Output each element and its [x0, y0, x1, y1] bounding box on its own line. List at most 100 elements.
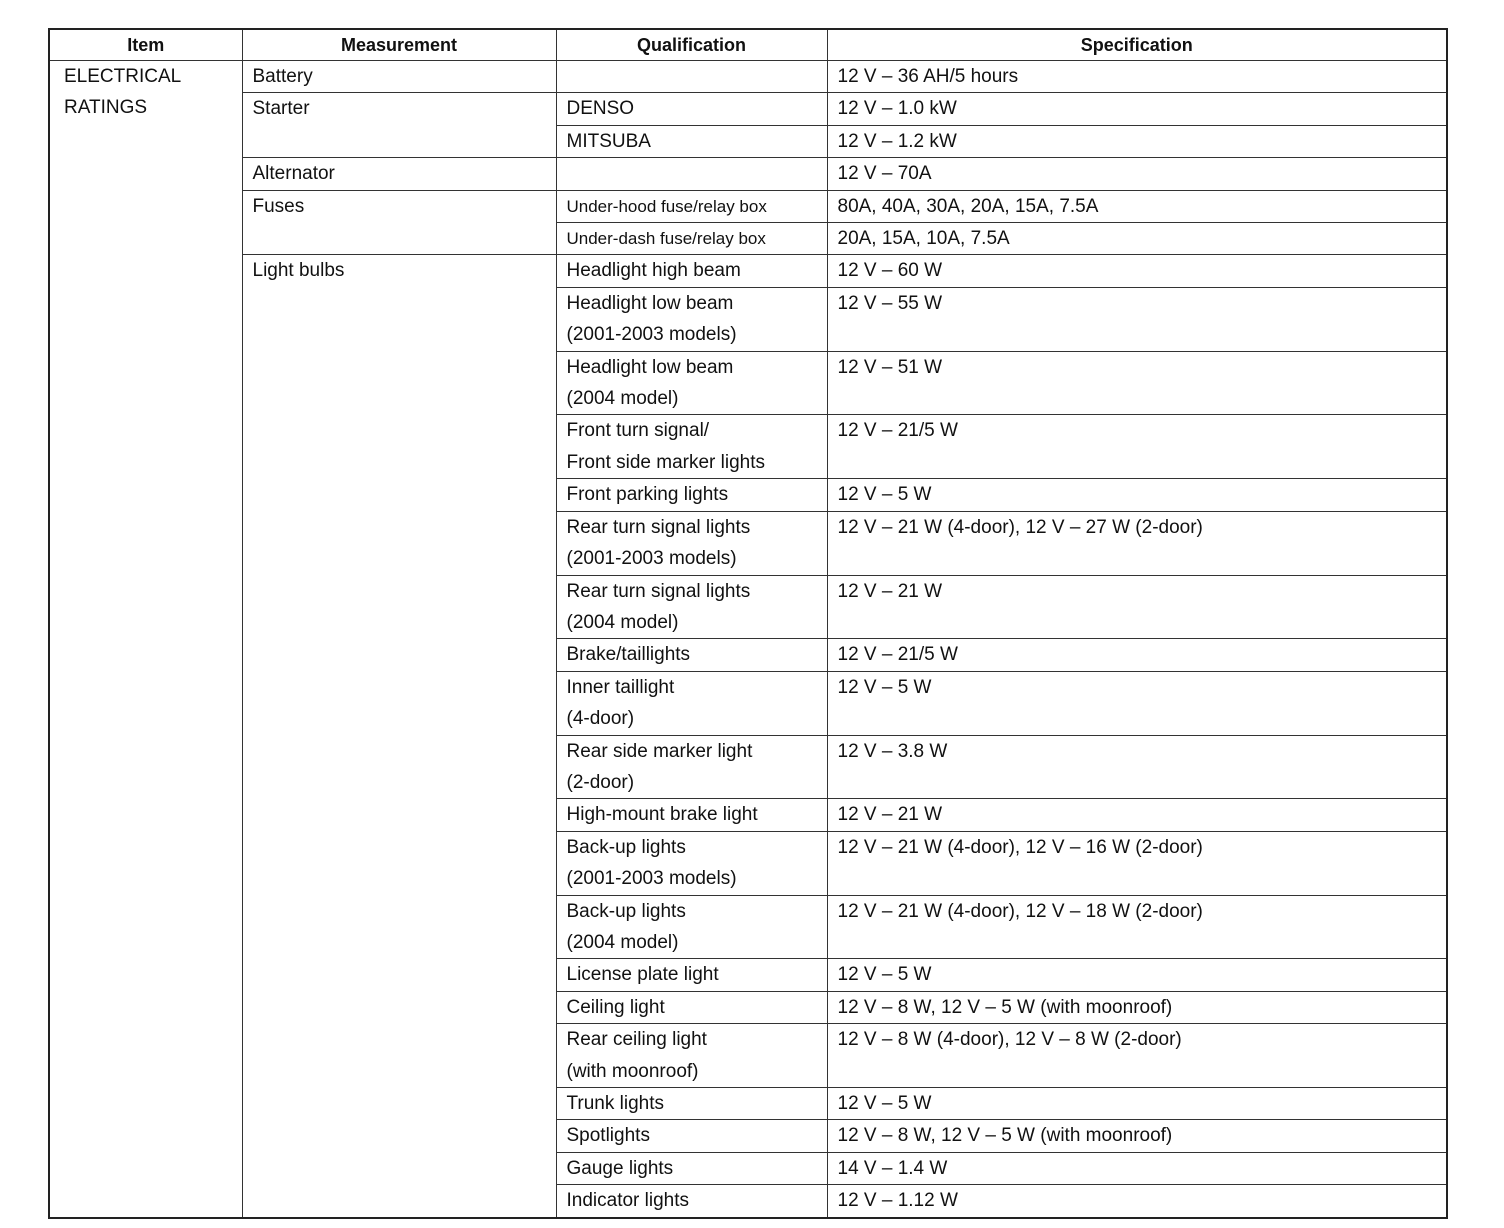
table-row: Under-dash fuse/relay box 20A, 15A, 10A, … — [49, 222, 1448, 256]
qualification-line: Rear ceiling light — [566, 1029, 707, 1051]
qualification-cell: Rear turn signal lights (2001-2003 models… — [555, 510, 828, 576]
specification-cell: 12 V – 21/5 W — [826, 638, 1448, 672]
table-row: Fuses Under-hood fuse/relay box 80A, 40A, … — [49, 189, 1448, 256]
qualification-cell — [555, 157, 828, 191]
qualification-line: Ceiling light — [566, 996, 665, 1018]
qualification-cell: Indicator lights — [555, 1184, 828, 1219]
specification-cell: 12 V – 8 W (4-door), 12 V – 8 W (2-door) — [826, 1023, 1448, 1088]
qualification-line: (4-door) — [566, 708, 635, 730]
qualification-cell: Spotlights — [555, 1119, 828, 1153]
qualification-line: Trunk lights — [566, 1093, 665, 1114]
specification-cell: 12 V – 21 W — [826, 798, 1448, 832]
qualification-line: Brake/taillights — [566, 644, 691, 666]
qualification-line — [567, 159, 817, 189]
qualification-line: Rear turn signal lights — [566, 580, 751, 602]
qualification-line: Under-hood fuse/relay box — [566, 196, 767, 216]
table-row: Spotlights 12 V – 8 W, 12 V – 5 W (with m… — [49, 1119, 1448, 1153]
specification-cell: 12 V – 21/5 W — [826, 414, 1448, 480]
table-row: MITSUBA 12 V – 1.2 kW — [49, 124, 1448, 159]
qualification-line: Headlight high beam — [566, 260, 741, 282]
specification-cell: 14 V – 1.4 W — [826, 1151, 1448, 1186]
item-line: RATINGS — [64, 97, 148, 119]
table-row: Indicator lights 12 V – 1.12 W — [49, 1184, 1448, 1219]
qualification-line: (2004 model) — [566, 611, 679, 633]
measurement-cell: Alternator — [241, 157, 557, 191]
item-cell: ELECTRICAL RATINGS — [48, 59, 243, 1219]
table-row: Alternator 12 V – 70A — [49, 157, 1448, 191]
specification-cell: 12 V – 1.12 W — [826, 1184, 1448, 1219]
qualification-line: Headlight low beam — [566, 356, 734, 378]
qualification-line: Rear turn signal lights — [566, 516, 751, 538]
table-row: Trunk lights 12 V – 5 W — [49, 1086, 1448, 1121]
qualification-cell — [555, 59, 828, 94]
qualification-cell: Headlight high beam — [555, 254, 828, 288]
qualification-line: DENSO — [566, 98, 635, 120]
qualification-cell: Under-hood fuse/relay box — [555, 189, 828, 224]
table-row: High-mount brake light 12 V – 21 W — [49, 798, 1448, 832]
qualification-cell: MITSUBA — [555, 124, 828, 159]
qualification-line: (2004 model) — [566, 931, 679, 953]
qualification-line: (2004 model) — [566, 388, 679, 410]
qualification-line — [567, 62, 817, 92]
qualification-line: Inner taillight — [566, 676, 675, 698]
qualification-cell: Back-up lights (2001-2003 models) — [555, 830, 828, 896]
qualification-cell: Trunk lights — [555, 1086, 828, 1121]
table-row: Inner taillight (4-door) 12 V – 5 W — [49, 670, 1448, 736]
table-row: Ceiling light 12 V – 8 W, 12 V – 5 W (wit… — [49, 990, 1448, 1025]
qualification-line: Front side marker lights — [566, 451, 766, 473]
header-qualification: Qualification — [555, 28, 828, 61]
qualification-line: (2001-2003 models) — [566, 548, 737, 570]
specification-cell: 80A, 40A, 30A, 20A, 15A, 7.5A — [826, 189, 1448, 224]
qualification-line: Headlight low beam — [566, 292, 734, 314]
qualification-line: Indicator lights — [566, 1190, 690, 1212]
table-row: Starter DENSO 12 V – 1.0 kW — [49, 92, 1448, 159]
specification-cell: 12 V – 21 W (4-door), 12 V – 16 W (2-doo… — [826, 830, 1448, 896]
item-line: ELECTRICAL — [64, 66, 182, 87]
qualification-cell: Back-up lights (2004 model) — [555, 894, 828, 960]
qualification-cell: Rear side marker light (2-door) — [555, 734, 828, 800]
qualification-cell: Front parking lights — [555, 478, 828, 512]
qualification-cell: Gauge lights — [555, 1151, 828, 1186]
electrical-ratings-table: Item Measurement Qualification Specifica… — [48, 28, 1448, 1219]
specification-cell: 12 V – 36 AH/5 hours — [826, 59, 1448, 94]
qualification-cell: Headlight low beam (2001-2003 models) — [555, 286, 828, 352]
qualification-line: MITSUBA — [566, 130, 651, 152]
qualification-line: Gauge lights — [566, 1157, 674, 1179]
specification-cell: 12 V – 5 W — [826, 958, 1448, 992]
table-row: Rear turn signal lights (2004 model) 12 V … — [49, 574, 1448, 640]
specification-cell: 12 V – 55 W — [826, 286, 1448, 352]
qualification-cell: Inner taillight (4-door) — [555, 670, 828, 736]
header-specification: Specification — [826, 28, 1448, 61]
table-row: Front turn signal/Front side marker ligh… — [49, 414, 1448, 480]
table-row: Back-up lights (2001-2003 models) 12 V – 2… — [49, 830, 1448, 896]
qualification-line: Under-dash fuse/relay box — [566, 229, 766, 249]
qualification-cell: High-mount brake light — [555, 798, 828, 832]
specification-cell: 12 V – 51 W — [826, 350, 1448, 416]
qualification-line: (with moonroof) — [566, 1060, 699, 1082]
specification-cell: 12 V – 1.2 kW — [826, 124, 1448, 159]
qualification-cell: License plate light — [555, 958, 828, 992]
table-row: Headlight low beam (2001-2003 models) 12 V… — [49, 286, 1448, 352]
table-row: Brake/taillights 12 V – 21/5 W — [49, 638, 1448, 672]
qualification-cell: DENSO — [555, 92, 828, 126]
specification-cell: 12 V – 21 W — [826, 574, 1448, 640]
specification-cell: 12 V – 8 W, 12 V – 5 W (with moonroof) — [826, 1119, 1448, 1153]
table-row: Headlight low beam (2004 model) 12 V – 51 … — [49, 350, 1448, 416]
qualification-line: (2001-2003 models) — [566, 868, 737, 890]
qualification-line: Back-up lights — [566, 900, 686, 922]
qualification-cell: Rear ceiling light (with moonroof) — [555, 1023, 828, 1088]
table-row: ELECTRICAL RATINGS Battery 12 V – 36 AH/5 h… — [48, 59, 1448, 1219]
specification-cell: 12 V – 21 W (4-door), 12 V – 27 W (2-doo… — [826, 510, 1448, 576]
qualification-line: Rear side marker light — [566, 740, 753, 762]
qualification-line: Front parking lights — [566, 484, 729, 506]
measurement-cell: Fuses — [241, 189, 557, 256]
qualification-cell: Under-dash fuse/relay box — [555, 222, 828, 256]
qualification-cell: Front turn signal/Front side marker ligh… — [555, 414, 828, 480]
specification-cell: 12 V – 5 W — [826, 478, 1448, 512]
table-row: Gauge lights 14 V – 1.4 W — [49, 1151, 1448, 1186]
measurement-cell: Starter — [241, 92, 557, 159]
specification-cell: 12 V – 5 W — [826, 1086, 1448, 1121]
specification-cell: 12 V – 1.0 kW — [826, 92, 1448, 126]
specification-cell: 12 V – 21 W (4-door), 12 V – 18 W (2-doo… — [826, 894, 1448, 960]
qualification-cell: Ceiling light — [555, 990, 828, 1025]
